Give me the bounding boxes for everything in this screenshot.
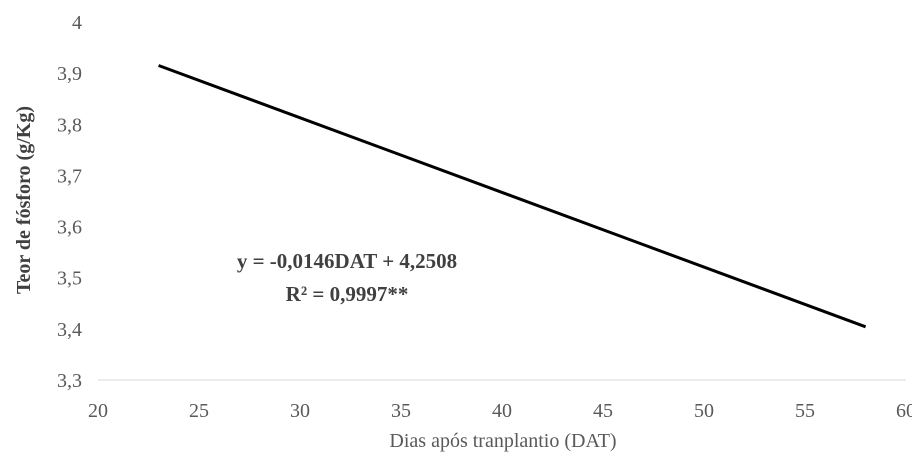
x-tick-label: 50 <box>694 400 714 422</box>
y-tick-labels: 3,3 3,4 3,5 3,6 3,7 3,8 3,9 4 <box>57 12 82 392</box>
y-tick-label: 3,8 <box>57 114 82 136</box>
x-axis-title: Dias após tranplantio (DAT) <box>389 430 616 452</box>
y-tick-label: 3,5 <box>57 268 82 290</box>
x-tick-label: 25 <box>189 400 209 422</box>
x-tick-label: 35 <box>391 400 411 422</box>
r-squared-label: R² = 0,9997** <box>286 282 409 306</box>
y-tick-label: 3,6 <box>57 217 82 239</box>
y-tick-label: 3,7 <box>57 165 82 187</box>
y-tick-label: 3,4 <box>57 319 82 341</box>
x-tick-label: 20 <box>88 400 108 422</box>
x-tick-label: 45 <box>593 400 613 422</box>
y-tick-label: 3,3 <box>57 370 82 392</box>
x-tick-label: 40 <box>492 400 512 422</box>
series-group <box>158 64 867 329</box>
y-tick-label: 4 <box>72 12 82 34</box>
y-tick-label: 3,9 <box>57 63 82 85</box>
series-line-0 <box>158 64 867 329</box>
x-tick-label: 60 <box>896 400 912 422</box>
x-tick-label: 30 <box>290 400 310 422</box>
x-tick-label: 55 <box>795 400 815 422</box>
x-tick-labels: 20 25 30 35 40 45 50 55 60 <box>88 400 912 422</box>
y-axis-title: Teor de fósforo (g/Kg) <box>13 106 35 294</box>
regression-equation: y = -0,0146DAT + 4,2508 <box>237 249 457 273</box>
